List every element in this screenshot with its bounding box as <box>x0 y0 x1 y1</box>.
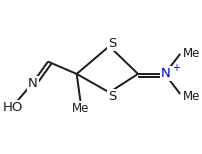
Text: Me: Me <box>183 47 200 60</box>
Text: Me: Me <box>183 90 200 103</box>
Text: N: N <box>161 67 171 80</box>
Text: +: + <box>172 63 180 73</box>
Text: N: N <box>28 77 37 90</box>
Text: S: S <box>108 37 116 50</box>
Text: Me: Me <box>72 102 89 115</box>
Text: HO: HO <box>2 101 23 114</box>
Text: S: S <box>108 90 116 103</box>
